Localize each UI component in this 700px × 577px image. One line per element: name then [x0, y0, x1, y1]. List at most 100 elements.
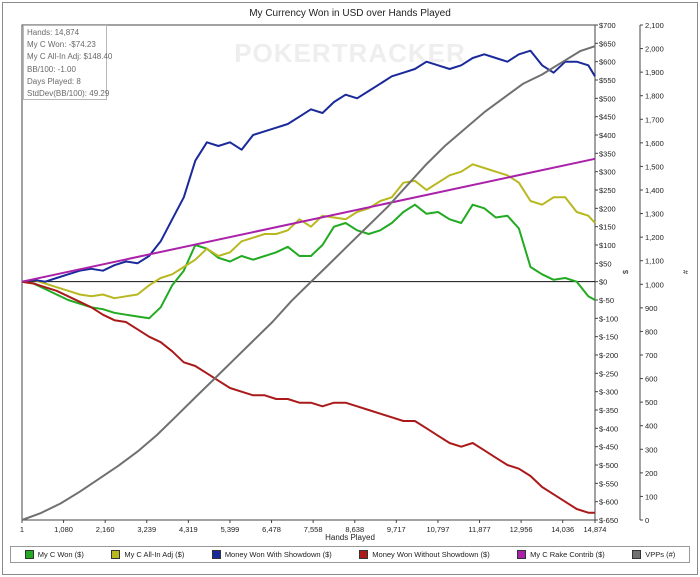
- stat-hands: Hands: 14,874: [27, 28, 80, 37]
- x-tick-label: 1: [20, 525, 24, 534]
- y-dollar-tick-label: $-250: [599, 369, 618, 378]
- legend: My C Won ($) My C All-In Adj ($) Money W…: [10, 546, 690, 563]
- stat-stddev: StdDev(BB/100): 49.29: [27, 89, 110, 99]
- y-dollar-axis-label: $: [621, 269, 630, 274]
- y-count-tick-label: 1,200: [645, 233, 664, 242]
- x-tick-label: 6,478: [262, 525, 281, 534]
- plot-area: [21, 24, 596, 521]
- y-count-tick-label: 1,500: [645, 162, 664, 171]
- x-tick-label: 12,956: [510, 525, 533, 534]
- y-dollar-tick-label: $500: [599, 94, 616, 103]
- y-count-tick-label: 600: [645, 375, 658, 384]
- stat-bb100: BB/100: -1.00: [27, 64, 76, 74]
- y-dollar-tick-label: $600: [599, 58, 616, 67]
- stat-days: Days Played: 8: [27, 76, 81, 86]
- y-dollar-tick-label: $650: [599, 39, 616, 48]
- legend-label: Money Won With Showdown ($): [224, 550, 332, 559]
- y-dollar-tick-label: $-200: [599, 351, 618, 360]
- x-tick-label: 9,717: [387, 525, 406, 534]
- legend-label: VPPs (#): [645, 550, 676, 559]
- y-dollar-tick-label: $450: [599, 113, 616, 122]
- legend-item[interactable]: My C All-In Adj ($): [111, 550, 184, 559]
- y-dollar-tick-label: $-350: [599, 406, 618, 415]
- y-dollar-tick-label: $-400: [599, 424, 618, 433]
- y-count-tick-label: 1,300: [645, 210, 664, 219]
- y-dollar-tick-label: $50: [599, 259, 612, 268]
- y-dollar-tick-label: $100: [599, 241, 616, 250]
- x-tick-label: 1,080: [54, 525, 73, 534]
- series-line: [21, 203, 596, 320]
- y-dollar-tick-label: $-50: [599, 296, 614, 305]
- y-dollar-tick-label: $550: [599, 76, 616, 85]
- legend-swatch: [359, 550, 369, 559]
- y-count-tick-label: 1,100: [645, 257, 664, 266]
- y-count-tick-label: 700: [645, 351, 658, 360]
- y-dollar-tick-label: $-650: [599, 516, 618, 525]
- y-dollar-tick-label: $-300: [599, 388, 618, 397]
- stat-won: My C Won: -$74.23: [27, 40, 96, 50]
- watermark: POKERTRACKER: [234, 38, 466, 68]
- x-tick-label: 10,797: [426, 525, 449, 534]
- y-dollar-tick-label: $400: [599, 131, 616, 140]
- y-count-tick-label: 200: [645, 469, 658, 478]
- y-dollar-tick-label: $700: [599, 21, 616, 30]
- y-dollar-tick-label: $350: [599, 149, 616, 158]
- legend-label: My C Won ($): [37, 550, 84, 559]
- stats-box: Hands: 14,874 My C Won: -$74.23 My C All…: [23, 25, 113, 100]
- x-tick-label: 14,874: [584, 525, 607, 534]
- y-count-tick-label: 1,400: [645, 186, 664, 195]
- x-tick-label: 11,877: [468, 525, 490, 534]
- y-dollar-tick-label: $0: [599, 278, 607, 287]
- y-count-tick-label: 2,000: [645, 45, 664, 54]
- y-count-tick-label: 1,800: [645, 92, 664, 101]
- y-dollar-tick-label: $-150: [599, 333, 618, 342]
- y-count-tick-label: 300: [645, 445, 658, 454]
- series-line: [21, 163, 596, 300]
- series-line: [21, 157, 596, 283]
- y-count-tick-label: 0: [645, 516, 649, 525]
- stat-allin: My C All-In Adj: $148.40: [27, 52, 113, 62]
- legend-swatch: [632, 550, 642, 559]
- y-count-tick-label: 900: [645, 304, 658, 313]
- legend-swatch: [211, 550, 221, 559]
- y-count-tick-label: 800: [645, 327, 658, 336]
- y-dollar-tick-label: $250: [599, 186, 616, 195]
- legend-label: My C All-In Adj ($): [124, 550, 185, 559]
- legend-item[interactable]: My C Won ($): [24, 550, 84, 559]
- y-count-tick-label: 1,900: [645, 68, 664, 77]
- y-dollar-tick-label: $-100: [599, 314, 618, 323]
- y-count-tick-label: 500: [645, 398, 658, 407]
- y-count-tick-label: 2,100: [645, 21, 664, 30]
- series-line: [21, 280, 595, 514]
- legend-item[interactable]: VPPs (#): [632, 550, 675, 559]
- x-tick-label: 4,319: [179, 525, 198, 534]
- y-count-tick-label: 400: [645, 422, 658, 431]
- x-tick-label: 14,036: [551, 525, 574, 534]
- y-dollar-tick-label: $150: [599, 223, 616, 232]
- legend-swatch: [24, 550, 34, 559]
- y-dollar-tick-label: $200: [599, 204, 616, 213]
- y-dollar-tick-label: $300: [599, 168, 616, 177]
- x-tick-label: 2,160: [96, 525, 115, 534]
- y-dollar-tick-label: $-600: [599, 498, 618, 507]
- legend-item[interactable]: My C Rake Contrib ($): [517, 550, 605, 559]
- y-count-tick-label: 100: [645, 492, 658, 501]
- legend-swatch: [111, 550, 121, 559]
- legend-item[interactable]: Money Won Without Showdown ($): [359, 550, 490, 559]
- x-tick-label: 8,638: [345, 525, 364, 534]
- series-line: [21, 49, 596, 283]
- legend-item[interactable]: Money Won With Showdown ($): [211, 550, 332, 559]
- chart-title: My Currency Won in USD over Hands Played: [249, 8, 451, 19]
- y-count-axis-label: #: [681, 269, 690, 274]
- legend-swatch: [517, 550, 527, 559]
- y-dollar-tick-label: $-450: [599, 443, 618, 452]
- series-line: [21, 45, 596, 521]
- x-tick-label: 7,558: [304, 525, 323, 534]
- legend-label: Money Won Without Showdown ($): [372, 550, 490, 559]
- y-dollar-tick-label: $-500: [599, 461, 618, 470]
- y-count-tick-label: 1,600: [645, 139, 664, 148]
- y-dollar-tick-label: $-550: [599, 479, 618, 488]
- x-tick-label: 3,239: [137, 525, 156, 534]
- legend-label: My C Rake Contrib ($): [530, 550, 605, 559]
